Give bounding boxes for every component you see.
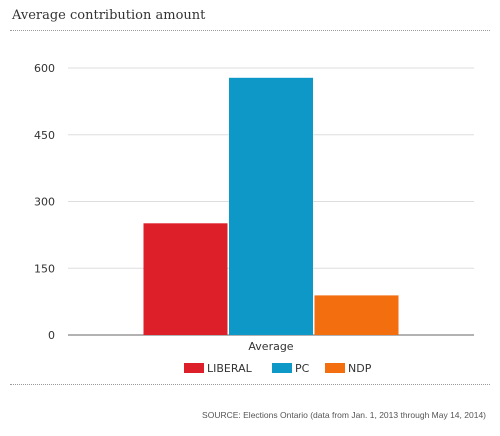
bar-pc [229, 77, 313, 335]
y-tick-label: 450 [34, 129, 55, 142]
legend-label-ndp: NDP [348, 362, 372, 375]
bar-liberal [143, 223, 228, 335]
source-note: SOURCE: Elections Ontario (data from Jan… [202, 410, 486, 420]
legend-swatch-pc [272, 363, 292, 373]
legend-label-pc: PC [295, 362, 310, 375]
legend-swatch-ndp [325, 363, 345, 373]
y-tick-label: 150 [34, 262, 55, 275]
y-tick-label: 300 [34, 196, 55, 209]
legend: LIBERAL PC NDP [184, 362, 372, 375]
legend-swatch-liberal [184, 363, 204, 373]
y-tick-label: 0 [48, 329, 55, 342]
legend-label-liberal: LIBERAL [207, 362, 253, 375]
x-category-label: Average [248, 340, 293, 353]
bottom-divider [10, 384, 490, 385]
y-axis-ticks: 0 150 300 450 600 [34, 62, 55, 342]
y-tick-label: 600 [34, 62, 55, 75]
chart-title: Average contribution amount [12, 8, 206, 23]
top-divider [10, 30, 490, 31]
x-axis-categories: Average [248, 340, 293, 353]
bar-ndp [314, 295, 399, 335]
bars [143, 77, 399, 335]
